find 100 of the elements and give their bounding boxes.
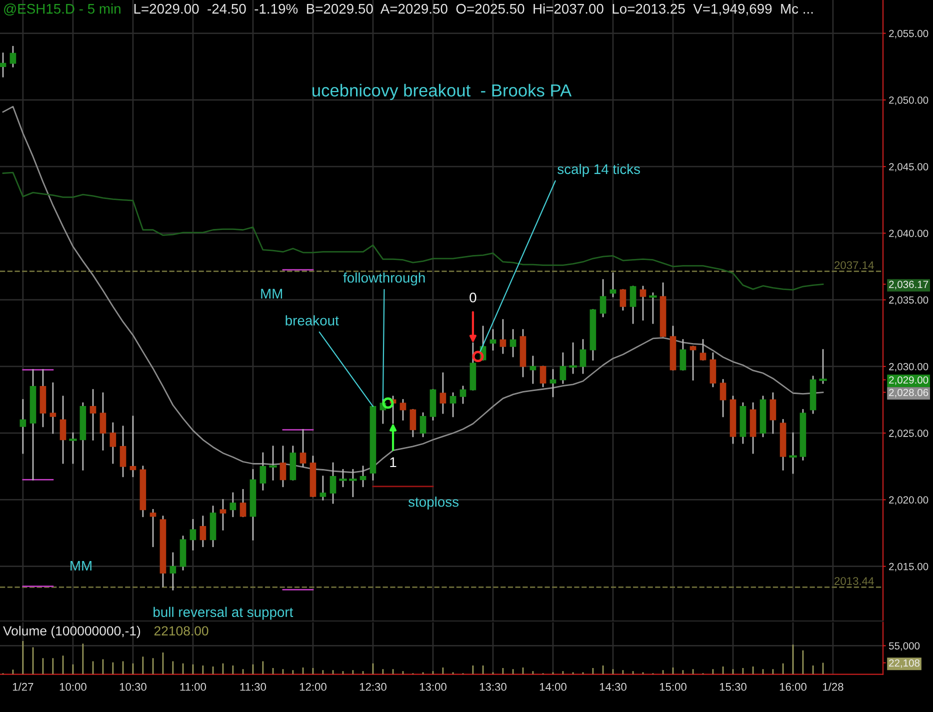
- ref-line-label: 2013.44: [834, 577, 874, 585]
- candlestick: [50, 382, 56, 434]
- candlestick: [0, 52, 6, 78]
- x-tick-label: 11:00: [180, 682, 206, 691]
- y-tick-label: 2,028.06: [889, 388, 928, 398]
- annotation: scalp 14 ticks: [558, 164, 640, 177]
- candlestick: [150, 509, 156, 548]
- y-tick-label: 55,000: [888, 642, 920, 651]
- annotation: followthrough: [343, 272, 425, 286]
- candlestick: [230, 492, 236, 518]
- candlestick: [620, 289, 626, 311]
- candlestick: [550, 369, 556, 398]
- y-tick-label: 2,015.00: [889, 562, 928, 572]
- candlestick: [10, 46, 16, 68]
- candlestick: [100, 392, 106, 450]
- candlestick: [700, 339, 706, 360]
- candlestick: [530, 356, 536, 384]
- candlestick: [330, 462, 336, 504]
- annotation: breakout: [286, 315, 339, 326]
- candlestick: [349, 469, 357, 498]
- candlestick: [600, 279, 606, 318]
- candlestick: [69, 432, 77, 464]
- x-tick-label: 14:00: [540, 682, 566, 691]
- candlestick: [510, 329, 516, 358]
- candlestick: [400, 399, 406, 420]
- chart-subtitle: L=2029.00 -24.50 -1.19% B=2029.50 A=2029.50 O=2025.50 Hi=2037.00 Lo=2013.25 V=1,949,699 Mc ...: [134, 4, 813, 16]
- x-tick-label: 1/28: [822, 682, 844, 691]
- x-tick-label: 10:30: [120, 682, 146, 691]
- annotation: 0: [470, 292, 476, 302]
- candlestick: [260, 452, 266, 490]
- candlestick: [720, 379, 726, 418]
- ref-line-label: 2037.14: [834, 261, 874, 270]
- x-tick-label: 16:00: [780, 682, 806, 691]
- y-tick-label: 2,036.17: [889, 280, 928, 290]
- x-tick-label: 15:30: [720, 682, 746, 691]
- x-tick-label: 12:30: [360, 682, 386, 691]
- y-tick-label: 2,045.00: [889, 163, 928, 172]
- candlestick: [300, 429, 306, 468]
- x-tick-label: 13:00: [420, 682, 446, 691]
- y-tick-label: 2,035.00: [889, 296, 928, 305]
- candlestick: [200, 516, 206, 548]
- annotation: stoploss: [408, 496, 459, 510]
- candlestick: [710, 352, 716, 388]
- chart-subtitle: 22108.00: [154, 626, 208, 636]
- candlestick: [789, 432, 797, 474]
- x-tick-label: 1/27: [12, 682, 34, 691]
- candlestick: [450, 392, 456, 418]
- candlestick: [120, 426, 126, 478]
- candlestick: [240, 489, 246, 518]
- x-tick-label: 13:30: [480, 682, 506, 691]
- candlestick: [649, 292, 657, 324]
- candlestick: [130, 416, 136, 478]
- candlestick: [640, 286, 646, 321]
- annotation: bull reversal at support: [154, 606, 294, 620]
- candlestick: [680, 339, 686, 370]
- candlestick: [540, 366, 546, 388]
- y-tick-label: 2,030.00: [889, 363, 928, 372]
- candlestick: [20, 399, 26, 454]
- annotation: MM: [70, 560, 92, 570]
- candlestick: [360, 466, 366, 488]
- x-tick-label: 10:00: [60, 682, 86, 691]
- candlestick: [410, 409, 416, 438]
- annotation: 1: [390, 457, 396, 467]
- candlestick: [90, 389, 96, 440]
- candlestick: [770, 392, 776, 434]
- annotation: ucebnicovy breakout - Brooks PA: [312, 84, 572, 100]
- y-tick-label: 2,055.00: [889, 30, 928, 38]
- candlestick: [190, 519, 196, 550]
- chart-title: Volume (100000000,-1): [3, 626, 140, 638]
- annotation: MM: [261, 288, 282, 298]
- y-tick-label: 2,050.00: [889, 96, 928, 105]
- candlestick: [280, 446, 286, 488]
- x-tick-label: 11:30: [240, 682, 266, 691]
- y-tick-label: 2,025.00: [889, 430, 928, 438]
- y-tick-label: 2,029.00: [889, 376, 928, 385]
- candlestick: [569, 342, 577, 374]
- candlestick: [420, 412, 426, 438]
- candlestick: [490, 329, 496, 351]
- candlestick: [320, 476, 326, 500]
- x-tick-label: 15:00: [660, 682, 686, 691]
- candlestick: [819, 349, 827, 384]
- candlestick: [580, 339, 586, 374]
- x-tick-label: 12:00: [300, 682, 326, 691]
- candlestick: [630, 286, 636, 324]
- candlestick: [339, 469, 347, 488]
- y-tick-label: 2,040.00: [889, 230, 928, 238]
- candlestick: [220, 499, 226, 530]
- candlestick: [560, 352, 566, 384]
- candlestick: [500, 319, 506, 354]
- candlestick: [60, 396, 66, 464]
- candlestick: [690, 346, 696, 380]
- candlestick: [460, 386, 466, 404]
- candlestick: [170, 552, 176, 590]
- y-tick-label: 2,020.00: [889, 496, 928, 505]
- candlestick: [610, 272, 616, 298]
- candlestick: [110, 422, 116, 464]
- y-tick-label: 22,108: [889, 659, 920, 668]
- candlestick: [269, 446, 277, 480]
- candlestick: [440, 372, 446, 414]
- chart-title: @ESH15.D - 5 min: [4, 4, 120, 16]
